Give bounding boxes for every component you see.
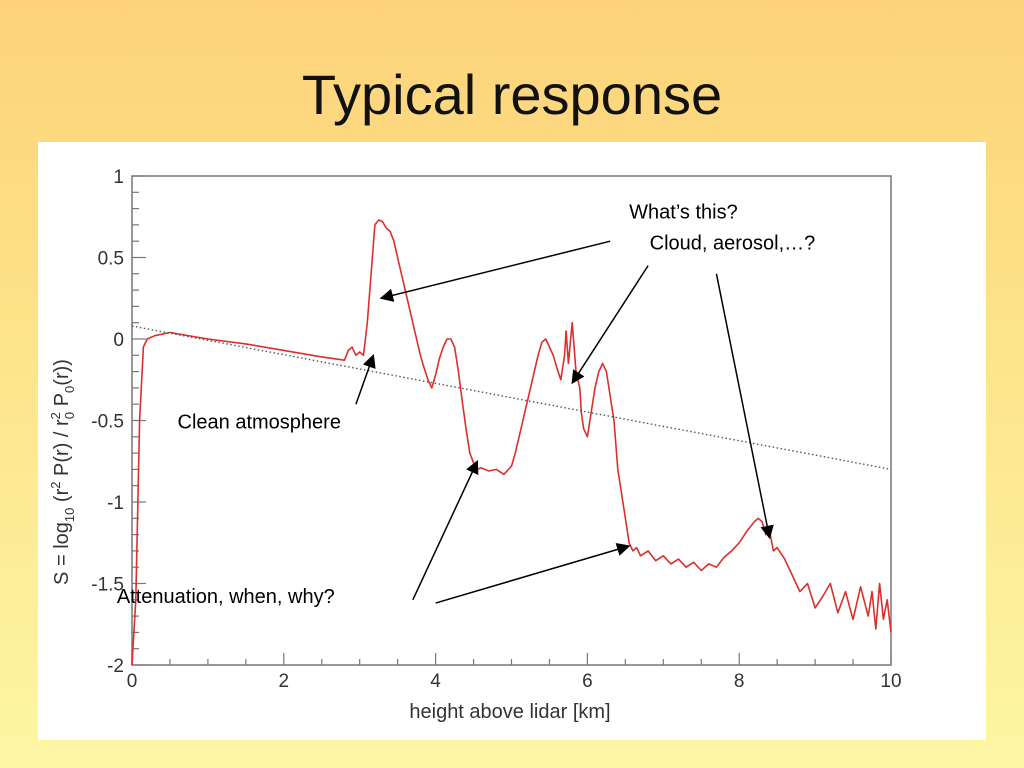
y-tick-label--1.5: -1.5: [91, 575, 124, 596]
annotation-label: Clean atmosphere: [178, 412, 341, 434]
y-tick-label--0.5: -0.5: [91, 412, 124, 433]
y-tick-label-0: 0: [113, 330, 124, 351]
annotation-arrow: [715, 273, 774, 540]
chart-panel: 0 2 4 6 8 10 1 0.5 0 -0.5 -1 -1.5 -2 What’s this? Clo…: [38, 142, 986, 740]
y-tick-label-0.5: 0.5: [98, 249, 124, 270]
y-tick-label--1: -1: [107, 493, 124, 514]
annotation-arrow: [355, 354, 376, 405]
annotation-label: Cloud, aerosol,…?: [650, 232, 816, 254]
y-tick-label--2: -2: [107, 656, 124, 677]
annotation-label: Attenuation, when, why?: [117, 586, 335, 608]
x-tick-label-2: 2: [279, 671, 290, 692]
x-tick-label-0: 0: [127, 671, 138, 692]
lidar-response-chart: 0 2 4 6 8 10 1 0.5 0 -0.5 -1 -1.5 -2 What’s this? Clo…: [48, 167, 902, 723]
x-tick-label-4: 4: [430, 671, 441, 692]
x-axis-title: height above lidar [km]: [409, 701, 610, 723]
annotation-arrow: [435, 542, 631, 604]
x-tick-label-8: 8: [734, 671, 745, 692]
x-tick-label-10: 10: [880, 671, 901, 692]
y-axis-title: S = log10 (r2 P(r) / r20 P0(r)): [48, 359, 77, 585]
annotation-arrow: [571, 265, 649, 385]
annotation-arrow: [379, 240, 611, 302]
annotation-label: What’s this?: [629, 201, 738, 223]
annotation-arrow: [412, 460, 479, 601]
reference-dotted-line: [131, 325, 892, 471]
y-tick-label-1: 1: [113, 167, 124, 188]
slide-title: Typical response: [301, 63, 723, 126]
x-tick-label-6: 6: [582, 671, 593, 692]
